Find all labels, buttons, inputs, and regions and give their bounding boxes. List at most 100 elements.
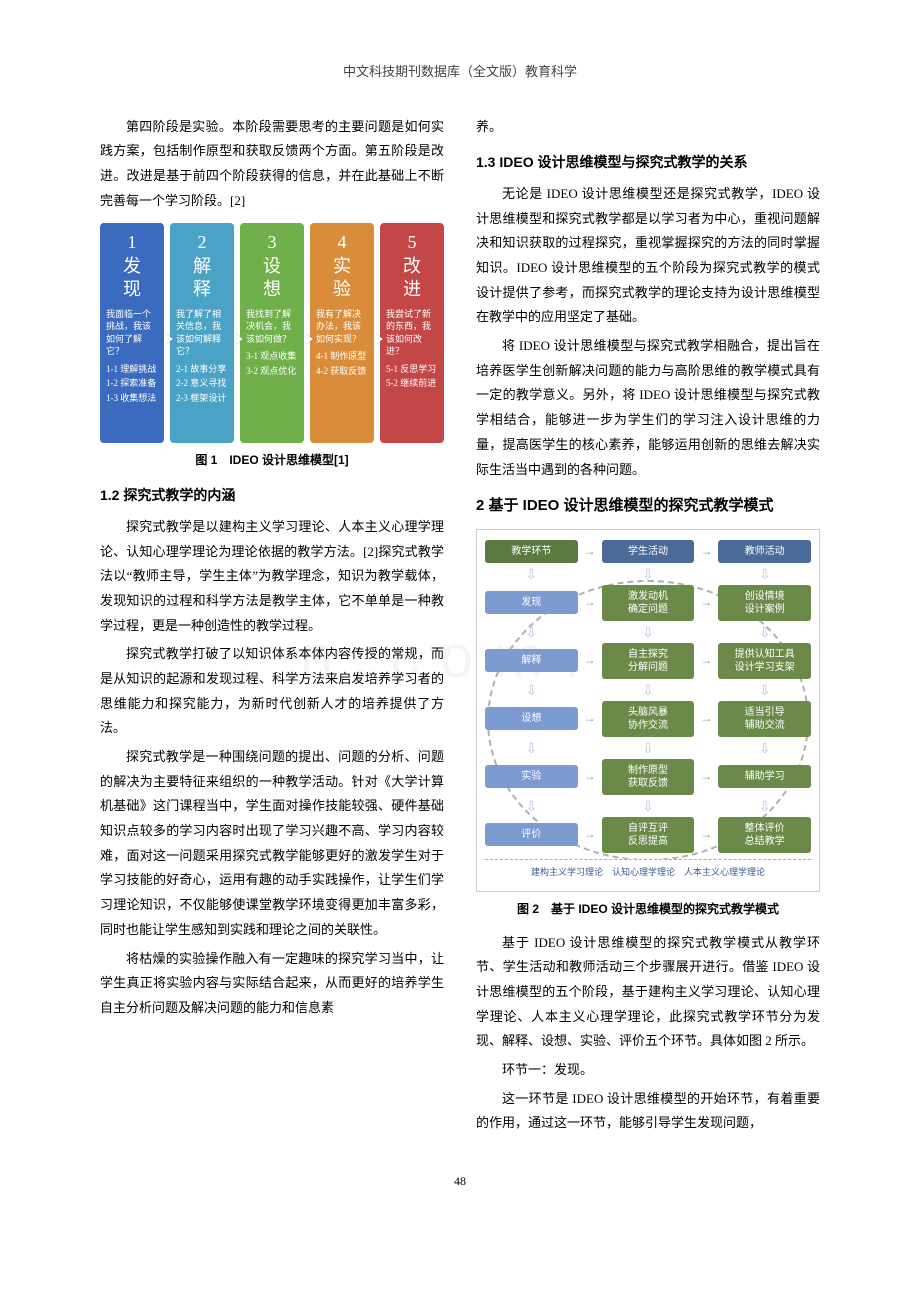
fig1-stage-box: 2解释我了解了相关信息，我该如何解释它？2-1 故事分享2-2 意义寻找2-3 …: [170, 223, 234, 443]
fig2-body-row: 解释→自主探究分解问题→提供认知工具设计学习支架: [485, 643, 811, 679]
fig2-body-row: 评价→自评互评反思提高→整体评价总结教学: [485, 817, 811, 853]
fig1-stage-box: 5改进我尝试了新的东西，我该如何改进？ 5-1 反思学习5-2 继续前进: [380, 223, 444, 443]
paragraph: 基于 IDEO 设计思维模型的探究式教学模式从教学环节、学生活动和教师活动三个步…: [476, 931, 820, 1054]
arrow-down-icon: ⇩: [485, 801, 578, 815]
arrow-down-icon: ⇩: [602, 569, 695, 583]
fig2-header-row: 教学环节→学生活动→教师活动: [485, 540, 811, 563]
fig2-cell: 头脑风暴协作交流: [602, 701, 695, 737]
fig2-cell: 自主探究分解问题: [602, 643, 695, 679]
figure-2-teaching-model: 教学环节→学生活动→教师活动⇩⇩⇩发现→激发动机确定问题→创设情境设计案例⇩⇩⇩…: [476, 529, 820, 892]
fig2-header-cell: 教学环节: [485, 540, 578, 563]
fig1-stage-title: 4实验: [314, 231, 370, 301]
paragraph-continuation: 养。: [476, 115, 820, 140]
arrow-right-icon: →: [584, 823, 596, 846]
arrow-right-icon: →: [584, 540, 596, 563]
fig2-cell: 适当引导辅助交流: [718, 701, 811, 737]
arrow-right-icon: →: [700, 540, 712, 563]
arrow-down-icon: ⇩: [485, 569, 578, 583]
fig2-body-row: 设想→头脑风暴协作交流→适当引导辅助交流: [485, 701, 811, 737]
arrow-right-icon: →: [700, 765, 712, 788]
paragraph: 环节一：发现。: [476, 1058, 820, 1083]
fig1-stage-box: 4实验我有了解决办法，我该如何实现？ 4-1 制作原型4-2 获取反馈: [310, 223, 374, 443]
fig2-down-arrow-row: ⇩ ⇩ ⇩: [485, 743, 811, 757]
fig2-cell: 创设情境设计案例: [718, 585, 811, 621]
fig2-header-cell: 学生活动: [602, 540, 695, 563]
page-content: n.com.cn 中文科技期刊数据库（全文版）教育科学 第四阶段是实验。本阶段需…: [100, 60, 820, 1193]
figure-1-caption: 图 1 IDEO 设计思维模型[1]: [100, 449, 444, 472]
heading-1-2: 1.2 探究式教学的内涵: [100, 482, 444, 509]
arrow-right-icon: →: [700, 823, 712, 846]
fig2-cell: 整体评价总结教学: [718, 817, 811, 853]
fig1-stage-title: 1发现: [104, 231, 160, 301]
paragraph: 无论是 IDEO 设计思维模型还是探究式教学，IDEO 设计思维模型和探究式教学…: [476, 182, 820, 330]
arrow-down-icon: ⇩: [718, 801, 811, 815]
arrow-right-icon: [305, 333, 313, 345]
right-column: 养。 1.3 IDEO 设计思维模型与探究式教学的关系 无论是 IDEO 设计思…: [476, 115, 820, 1140]
fig1-stage-items: 4-1 制作原型4-2 获取反馈: [314, 349, 370, 378]
fig1-stage-box: 1发现我面临一个挑战，我该如何了解它？1-1 理解挑战1-2 探索准备1-3 收…: [100, 223, 164, 443]
paragraph: 探究式教学是一种围绕问题的提出、问题的分析、问题的解决为主要特征来组织的一种教学…: [100, 745, 444, 943]
fig1-stage-title: 3设想: [244, 231, 300, 301]
fig1-stage-items: 5-1 反思学习5-2 继续前进: [384, 362, 440, 391]
arrow-down-icon: ⇩: [718, 627, 811, 641]
arrow-right-icon: →: [584, 765, 596, 788]
arrow-right-icon: [235, 333, 243, 345]
arrow-right-icon: →: [700, 591, 712, 614]
fig1-stage-box: 3设想我找到了解决机会，我该如何做？ 3-1 观点收集3-2 观点优化: [240, 223, 304, 443]
arrow-right-icon: [375, 333, 383, 345]
arrow-right-icon: [165, 333, 173, 345]
paragraph: 这一环节是 IDEO 设计思维模型的开始环节，有着重要的作用，通过这一环节，能够…: [476, 1087, 820, 1136]
paragraph: 探究式教学是以建构主义学习理论、人本主义心理学理论、认知心理学理论为理论依据的教…: [100, 515, 444, 638]
figure-1-ideo-model: 1发现我面临一个挑战，我该如何了解它？1-1 理解挑战1-2 探索准备1-3 收…: [100, 223, 444, 443]
arrow-down-icon: ⇩: [602, 685, 695, 699]
fig1-stage-title: 2解释: [174, 231, 230, 301]
fig1-stage-desc: 我尝试了新的东西，我该如何改进？: [384, 308, 440, 358]
fig2-down-arrow-row: ⇩ ⇩ ⇩: [485, 569, 811, 583]
fig1-stage-items: 2-1 故事分享2-2 意义寻找2-3 框架设计: [174, 362, 230, 405]
fig2-cell: 自评互评反思提高: [602, 817, 695, 853]
arrow-down-icon: ⇩: [602, 743, 695, 757]
fig2-body-row: 发现→激发动机确定问题→创设情境设计案例: [485, 585, 811, 621]
fig2-down-arrow-row: ⇩ ⇩ ⇩: [485, 627, 811, 641]
fig2-header-cell: 教师活动: [718, 540, 811, 563]
fig1-stage-items: 3-1 观点收集3-2 观点优化: [244, 349, 300, 378]
two-column-layout: 第四阶段是实验。本阶段需要思考的主要问题是如何实践方案，包括制作原型和获取反馈两…: [100, 115, 820, 1140]
arrow-down-icon: ⇩: [485, 743, 578, 757]
arrow-right-icon: →: [584, 707, 596, 730]
paragraph: 第四阶段是实验。本阶段需要思考的主要问题是如何实践方案，包括制作原型和获取反馈两…: [100, 115, 444, 214]
arrow-down-icon: ⇩: [718, 743, 811, 757]
arrow-right-icon: →: [584, 649, 596, 672]
arrow-down-icon: ⇩: [718, 569, 811, 583]
arrow-right-icon: →: [700, 707, 712, 730]
fig2-cell: 解释: [485, 649, 578, 672]
fig2-cell: 评价: [485, 823, 578, 846]
fig1-stage-desc: 我面临一个挑战，我该如何了解它？: [104, 308, 160, 358]
fig2-body-row: 实验→制作原型获取反馈→辅助学习: [485, 759, 811, 795]
paragraph: 探究式教学打破了以知识体系本体内容传授的常规，而是从知识的起源和发现过程、科学方…: [100, 642, 444, 741]
arrow-down-icon: ⇩: [602, 627, 695, 641]
figure-2-caption: 图 2 基于 IDEO 设计思维模型的探究式教学模式: [476, 898, 820, 921]
fig2-down-arrow-row: ⇩⇩⇩: [485, 685, 811, 699]
paragraph: 将 IDEO 设计思维模型与探究式教学相融合，提出旨在培养医学生创新解决问题的能…: [476, 334, 820, 482]
fig2-cell: 制作原型获取反馈: [602, 759, 695, 795]
arrow-right-icon: →: [700, 649, 712, 672]
fig1-stage-desc: 我找到了解决机会，我该如何做？: [244, 308, 300, 346]
fig1-stage-desc: 我有了解决办法，我该如何实现？: [314, 308, 370, 346]
fig1-stage-desc: 我了解了相关信息，我该如何解释它？: [174, 308, 230, 358]
arrow-down-icon: ⇩: [602, 801, 695, 815]
fig1-stage-title: 5改进: [384, 231, 440, 301]
fig2-cell: 辅助学习: [718, 765, 811, 788]
page-number: 48: [100, 1170, 820, 1193]
arrow-right-icon: →: [584, 591, 596, 614]
left-column: 第四阶段是实验。本阶段需要思考的主要问题是如何实践方案，包括制作原型和获取反馈两…: [100, 115, 444, 1140]
fig2-footer: 建构主义学习理论 认知心理学理论 人本主义心理学理论: [485, 859, 811, 885]
heading-2: 2 基于 IDEO 设计思维模型的探究式教学模式: [476, 492, 820, 521]
arrow-down-icon: ⇩: [485, 627, 578, 641]
fig1-stage-items: 1-1 理解挑战1-2 探索准备1-3 收集想法: [104, 362, 160, 405]
fig2-cell: 设想: [485, 707, 578, 730]
fig2-cell: 激发动机确定问题: [602, 585, 695, 621]
fig2-cell: 实验: [485, 765, 578, 788]
fig2-cell: 提供认知工具设计学习支架: [718, 643, 811, 679]
heading-1-3: 1.3 IDEO 设计思维模型与探究式教学的关系: [476, 149, 820, 176]
arrow-down-icon: ⇩: [718, 685, 811, 699]
